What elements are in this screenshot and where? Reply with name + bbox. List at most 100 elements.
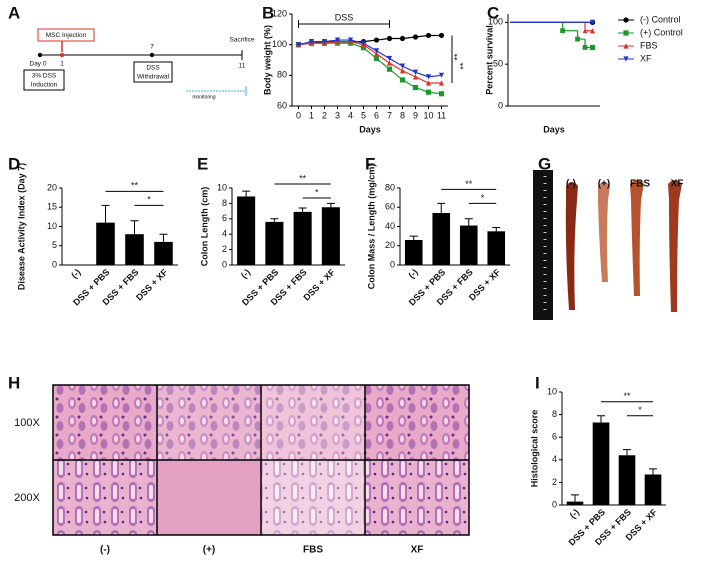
x-tick-label: 8 bbox=[400, 110, 405, 120]
row-label: 100X bbox=[14, 417, 40, 429]
legend-label: XF bbox=[640, 53, 652, 63]
marker bbox=[399, 68, 406, 74]
series-line bbox=[298, 42, 442, 95]
error-bar bbox=[623, 449, 631, 456]
marker bbox=[425, 80, 432, 86]
marker bbox=[386, 60, 393, 66]
x-tick-label: 9 bbox=[413, 110, 418, 120]
x-tick-label: (-) bbox=[239, 267, 252, 280]
day-label: 1 bbox=[60, 61, 64, 68]
y-tick-label: 2 bbox=[222, 244, 227, 254]
marker bbox=[295, 42, 302, 48]
y-tick-label: 8 bbox=[552, 409, 557, 419]
histology-image bbox=[261, 460, 365, 535]
marker bbox=[386, 35, 393, 42]
withdrawal-box bbox=[133, 61, 173, 83]
y-axis-label: Histological score bbox=[529, 410, 539, 488]
y-tick-label: 10 bbox=[217, 182, 227, 192]
row-label: 200X bbox=[14, 492, 40, 504]
y-tick-label: 100 bbox=[272, 39, 287, 49]
histology-image bbox=[157, 460, 261, 535]
bar bbox=[404, 239, 423, 265]
x-tick-label: 11 bbox=[437, 110, 446, 120]
column-label: XF bbox=[411, 545, 424, 556]
marker bbox=[425, 74, 432, 80]
y-tick-label: 10 bbox=[547, 386, 557, 396]
y-tick-label: 80 bbox=[277, 70, 287, 80]
legend-label: (-) Control bbox=[640, 14, 681, 24]
histology-image bbox=[157, 385, 261, 460]
photo-label: FBS bbox=[630, 179, 650, 190]
marker bbox=[560, 28, 566, 34]
y-tick-label: 10 bbox=[47, 221, 57, 231]
marker bbox=[412, 74, 419, 80]
y-tick-label: 0 bbox=[222, 259, 227, 269]
marker bbox=[438, 80, 445, 86]
y-axis-label: Colon Length (cm) bbox=[199, 187, 209, 267]
histology-image bbox=[365, 385, 469, 460]
panel-letter: H bbox=[8, 373, 20, 392]
marker bbox=[623, 30, 629, 36]
annotation: * bbox=[481, 193, 485, 203]
y-tick-label: 15 bbox=[47, 202, 57, 212]
y-tick-label: 4 bbox=[222, 229, 227, 239]
induction-label: Induction bbox=[31, 82, 58, 89]
bar bbox=[237, 196, 256, 265]
column-label: FBS bbox=[303, 545, 323, 556]
day-label: Day 0 bbox=[30, 61, 47, 68]
error-bar bbox=[159, 233, 168, 242]
x-tick-label: DSS + XF bbox=[301, 267, 337, 303]
marker bbox=[623, 56, 629, 62]
marker bbox=[360, 40, 367, 46]
marker bbox=[412, 85, 419, 91]
marker bbox=[373, 55, 380, 62]
x-axis-label: Days bbox=[359, 124, 381, 134]
marker bbox=[425, 32, 432, 39]
y-tick-label: 5 bbox=[52, 240, 57, 250]
marker bbox=[373, 48, 380, 54]
marker bbox=[373, 51, 380, 57]
y-tick-label: 0 bbox=[390, 259, 395, 269]
bar bbox=[618, 455, 636, 505]
annotation: ** bbox=[458, 62, 468, 70]
error-bar bbox=[298, 207, 307, 212]
x-tick-label: 4 bbox=[348, 110, 353, 120]
bar bbox=[432, 213, 451, 265]
x-tick-label: 5 bbox=[361, 110, 366, 120]
y-tick-label: 40 bbox=[385, 221, 395, 231]
injection-box bbox=[37, 28, 95, 42]
marker bbox=[360, 45, 367, 51]
marker bbox=[399, 63, 406, 69]
withdrawal-label: DSS bbox=[146, 65, 160, 72]
annotation: ** bbox=[299, 173, 307, 183]
bar bbox=[592, 422, 610, 505]
y-axis-label: Body weight (%) bbox=[262, 25, 272, 95]
injection-label: MSC Injection bbox=[46, 32, 87, 39]
withdrawal-label: Withdrawal bbox=[137, 74, 170, 81]
marker bbox=[412, 69, 419, 75]
y-tick-label: 6 bbox=[552, 432, 557, 442]
annotation: ** bbox=[131, 181, 139, 191]
marker bbox=[321, 39, 328, 45]
bar bbox=[125, 234, 144, 265]
x-tick-label: 7 bbox=[387, 110, 392, 120]
annotation: * bbox=[147, 195, 151, 205]
marker bbox=[589, 19, 596, 25]
y-axis-label: Colon Mass / Length (mg/cm) bbox=[366, 164, 376, 290]
error-bar bbox=[571, 494, 579, 502]
colon bbox=[565, 182, 578, 310]
y-tick-label: 0 bbox=[552, 499, 557, 509]
marker bbox=[334, 37, 341, 43]
y-tick-label: 60 bbox=[385, 202, 395, 212]
legend-label: (+) Control bbox=[640, 27, 683, 37]
marker bbox=[386, 66, 393, 72]
x-tick-label: 1 bbox=[309, 110, 314, 120]
column-label: (-) bbox=[100, 545, 110, 556]
marker bbox=[438, 32, 445, 39]
bar bbox=[459, 225, 478, 265]
error-bar bbox=[326, 202, 335, 208]
error-bar bbox=[492, 226, 501, 232]
timeline-dot bbox=[59, 52, 65, 58]
bar bbox=[321, 207, 340, 265]
